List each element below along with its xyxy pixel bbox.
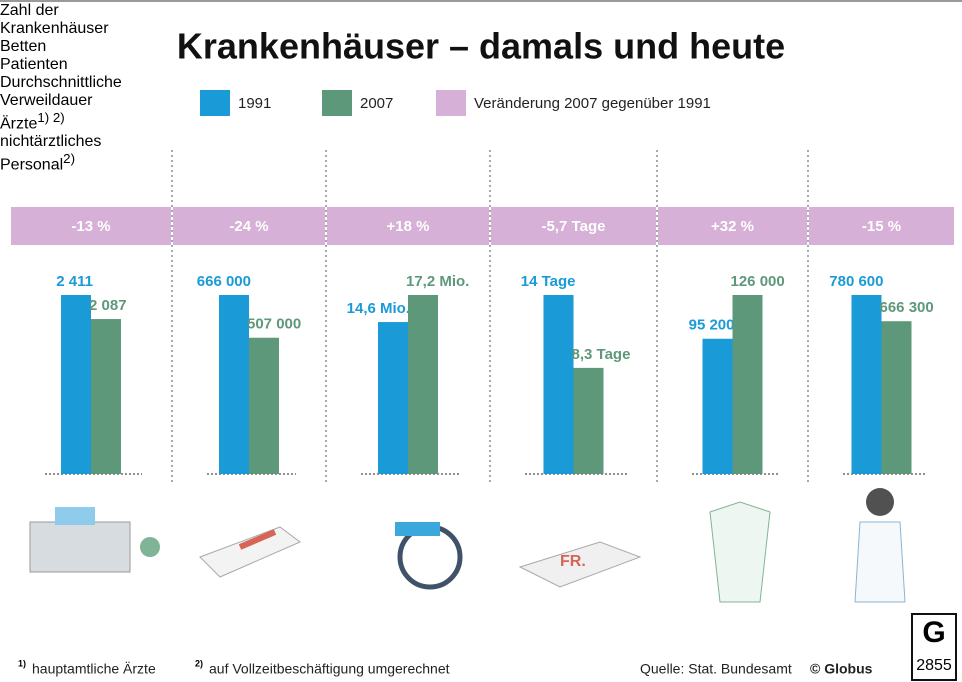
- source: Quelle: Stat. Bundesamt: [640, 661, 792, 677]
- hospital-icon: [55, 507, 95, 525]
- value-label: 780 600: [829, 273, 883, 290]
- value-label: 8,3 Tage: [572, 346, 631, 363]
- tree-icon: [140, 537, 160, 557]
- change-label: -5,7 Tage: [542, 218, 606, 235]
- chart: Krankenhäuser – damals und heute FR. G 1…: [0, 2, 962, 682]
- value-label: 14,6 Mio.: [347, 300, 410, 317]
- footnote-mark: 2): [195, 658, 203, 668]
- bar: [249, 338, 279, 474]
- bar: [378, 322, 408, 474]
- icons: FR.: [30, 488, 905, 602]
- bar: [544, 295, 574, 474]
- coat-icon: [710, 502, 770, 602]
- wheelchair-icon: [395, 522, 440, 536]
- change-label: +32 %: [711, 218, 754, 235]
- nurse-icon: [866, 488, 894, 516]
- value-label: 507 000: [247, 316, 301, 333]
- bar: [882, 321, 912, 474]
- footnote-mark: 1): [18, 658, 26, 668]
- bed-icon: [200, 527, 300, 577]
- bar: [61, 295, 91, 474]
- legend-swatch: [436, 90, 466, 116]
- value-label: 666 300: [880, 299, 934, 316]
- footnote-text: auf Vollzeitbeschäftigung umgerechnet: [209, 661, 450, 677]
- logo-mark: G: [922, 616, 945, 649]
- value-label: 95 200: [689, 317, 735, 334]
- value-label: 126 000: [731, 273, 785, 290]
- value-label: 2 087: [89, 297, 127, 314]
- bar: [733, 295, 763, 474]
- bar: [574, 368, 604, 474]
- legend-swatch: [322, 90, 352, 116]
- change-label: -24 %: [229, 218, 268, 235]
- credit: © Globus: [810, 661, 873, 677]
- bar: [91, 319, 121, 474]
- change-label: -15 %: [862, 218, 901, 235]
- change-label: +18 %: [387, 218, 430, 235]
- infographic: Krankenhäuser – damals und heute FR. G 1…: [0, 0, 962, 682]
- value-label: 17,2 Mio.: [406, 273, 469, 290]
- bar: [408, 295, 438, 474]
- logo-number: 2855: [916, 657, 952, 674]
- legend-label: Veränderung 2007 gegenüber 1991: [474, 95, 711, 112]
- change-label: -13 %: [71, 218, 110, 235]
- value-label: 14 Tage: [521, 273, 576, 290]
- bar: [219, 295, 249, 474]
- bar: [852, 295, 882, 474]
- calendar-icon: FR.: [560, 553, 586, 570]
- value-label: 2 411: [56, 273, 93, 290]
- nurse-icon: [855, 522, 905, 602]
- bar: [703, 339, 733, 474]
- legend-swatch: [200, 90, 230, 116]
- chart-title: Krankenhäuser – damals und heute: [177, 26, 785, 67]
- legend-label: 1991: [238, 95, 271, 112]
- hospital-icon: [30, 522, 130, 572]
- value-label: 666 000: [197, 273, 251, 290]
- legend-label: 2007: [360, 95, 393, 112]
- footnote-text: hauptamtliche Ärzte: [32, 661, 156, 677]
